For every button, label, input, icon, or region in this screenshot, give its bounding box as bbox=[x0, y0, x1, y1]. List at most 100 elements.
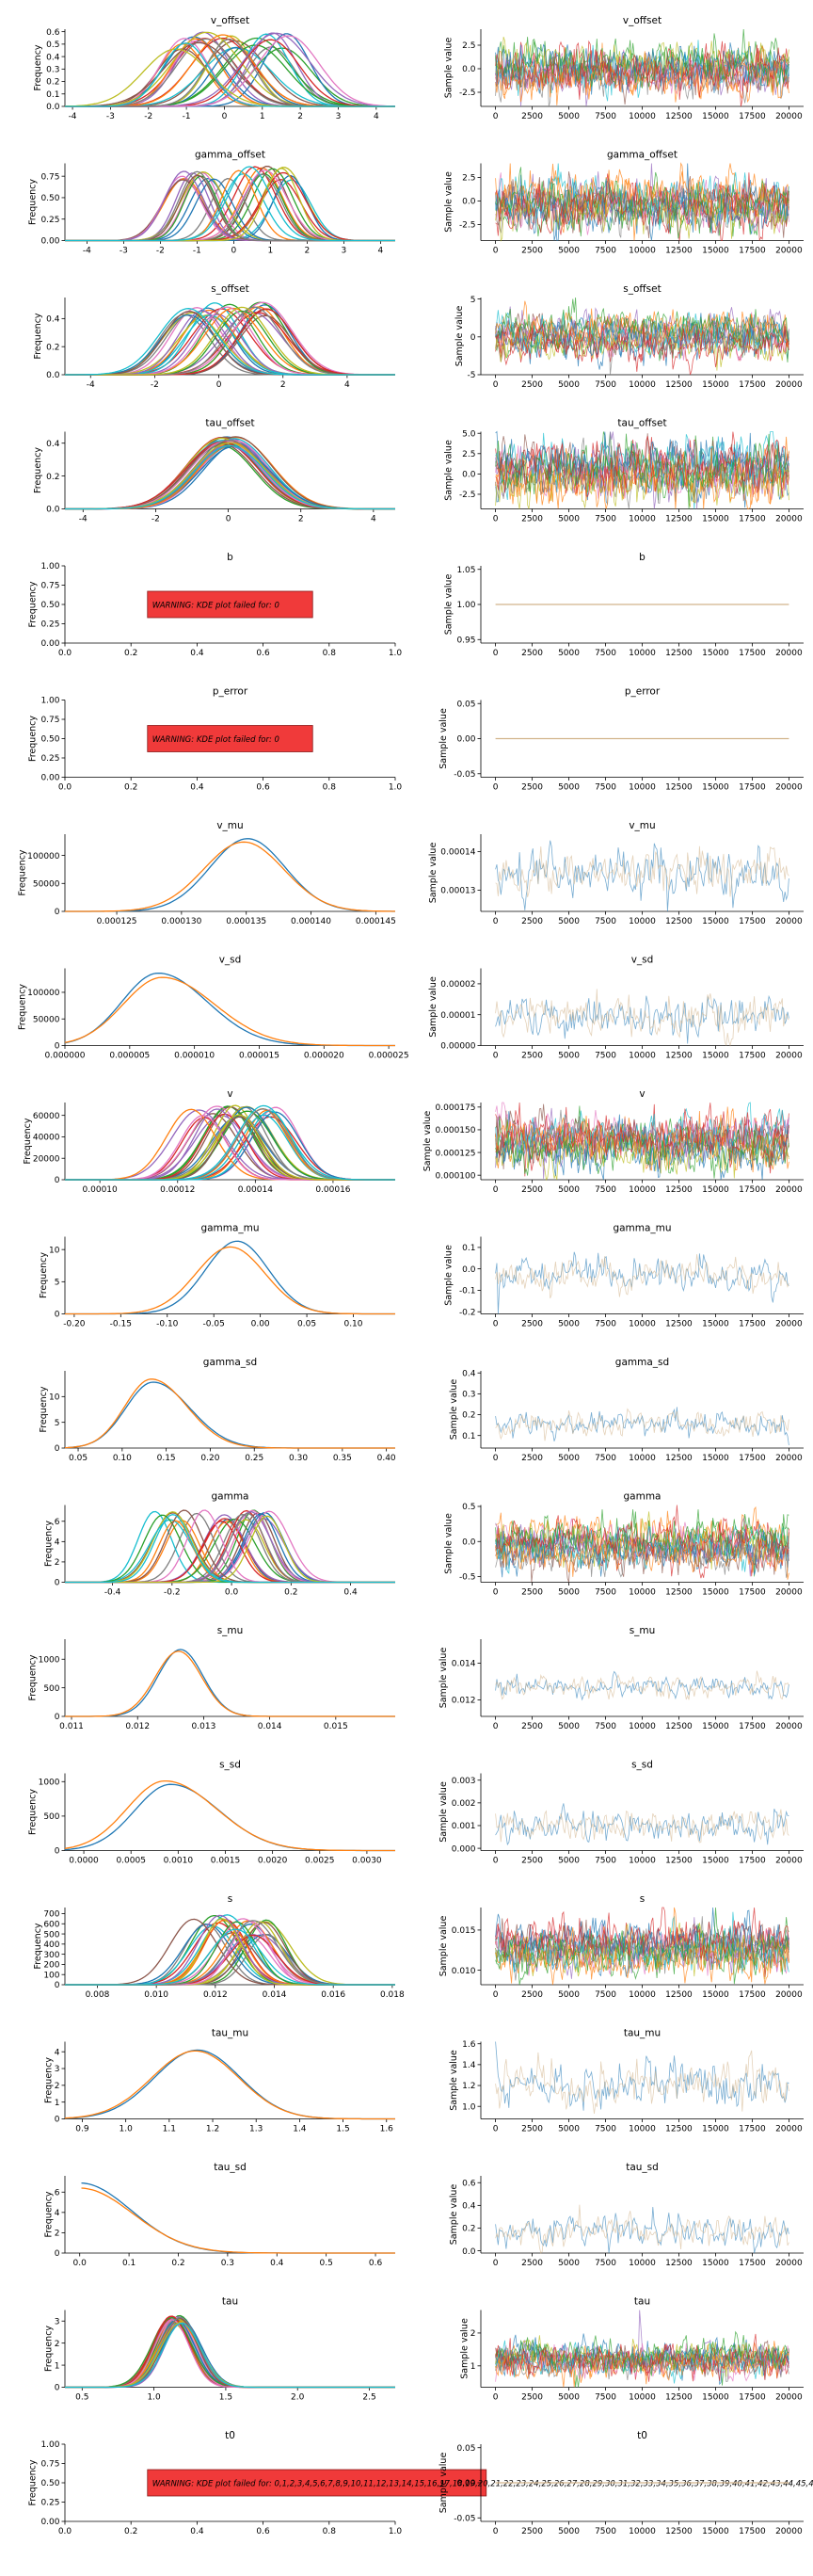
trace-tau_offset-x-tick-label: 17500 bbox=[739, 515, 766, 524]
trace-gamma_mu-trace-line bbox=[495, 1251, 789, 1314]
kde-curve bbox=[65, 1104, 395, 1181]
trace-gamma_sd-y-tick-label: 0.2 bbox=[462, 1411, 475, 1421]
trace-tau_mu-x-tick-label: 2500 bbox=[521, 2125, 543, 2134]
trace-gamma_sd-x-tick-label: 2500 bbox=[521, 1454, 543, 1463]
kde-s_offset-y-tick-label: 0.0 bbox=[46, 371, 60, 380]
kde-tau_mu-x-tick-label: 1.6 bbox=[380, 2125, 394, 2134]
trace-s-x-tick-label: 2500 bbox=[521, 1990, 543, 2000]
kde-tau_sd-x-tick-label: 0.2 bbox=[171, 2259, 184, 2268]
trace-s_mu-x-tick-label: 10000 bbox=[629, 1722, 656, 1731]
trace-tau_mu-x-tick-label: 15000 bbox=[702, 2125, 729, 2134]
kde-s_mu-x-tick-label: 0.013 bbox=[192, 1722, 216, 1731]
kde-warning-box bbox=[147, 590, 313, 619]
trace-v_offset-x-tick-label: 12500 bbox=[665, 112, 693, 121]
trace-gamma_mu-x-tick-label: 17500 bbox=[739, 1320, 766, 1329]
trace-s_offset-x-tick-label: 2500 bbox=[521, 380, 543, 390]
trace-tau_sd-x-tick-label: 0 bbox=[493, 2259, 499, 2268]
kde-curve bbox=[65, 2319, 395, 2389]
trace-s_sd-y-tick-label: 0.002 bbox=[452, 1799, 476, 1809]
trace-b-y-tick-label: 1.00 bbox=[456, 601, 475, 610]
kde-curve bbox=[65, 440, 395, 510]
trace-panel-p_error: 0 2500 5000 7500 10000 12500 15000 17500 20000 -0… bbox=[438, 686, 804, 793]
trace-gamma_offset-x-tick-label: 0 bbox=[493, 247, 499, 256]
trace-v_sd-x-tick-label: 10000 bbox=[629, 1052, 656, 1061]
trace-v-x-tick-label: 15000 bbox=[702, 1185, 729, 1195]
kde-curve bbox=[65, 440, 395, 510]
trace-tau-x-tick-label: 17500 bbox=[739, 2393, 766, 2403]
kde-p_error-x-tick-label: 0.8 bbox=[323, 783, 337, 793]
trace-v-trace-line bbox=[495, 1125, 789, 1182]
kde-tau_offset-y-tick-label: 0.0 bbox=[46, 506, 60, 515]
kde-gamma_sd-x-tick-label: 0.15 bbox=[157, 1454, 176, 1463]
kde-curve bbox=[65, 443, 395, 510]
trace-tau-x-tick-label: 12500 bbox=[665, 2393, 693, 2403]
kde-p_error-y-tick-label: 1.00 bbox=[40, 697, 59, 706]
kde-tau_mu-y-tick-label: 0 bbox=[55, 2116, 60, 2125]
trace-gamma_mu-y-label: Sample value bbox=[444, 1245, 454, 1306]
trace-s_mu-x-tick-label: 0 bbox=[493, 1722, 499, 1731]
kde-gamma_sd-x-tick-label: 0.30 bbox=[289, 1454, 308, 1463]
trace-s_mu-y-tick-label: 0.014 bbox=[452, 1660, 476, 1669]
trace-gamma-x-tick-label: 17500 bbox=[739, 1588, 766, 1598]
trace-gamma_mu-y-tick-label: -0.2 bbox=[459, 1308, 476, 1317]
trace-gamma-x-tick-label: 7500 bbox=[595, 1588, 616, 1598]
trace-v-x-tick-label: 10000 bbox=[629, 1185, 656, 1195]
kde-tau-y-label: Frequency bbox=[43, 2326, 54, 2372]
kde-gamma_mu-x-tick-label: -0.05 bbox=[203, 1320, 225, 1329]
kde-s_sd-x-tick-label: 0.0015 bbox=[211, 1857, 241, 1866]
trace-s-trace-line bbox=[495, 1907, 789, 1977]
trace-gamma_sd-y-tick-label: 0.4 bbox=[462, 1369, 476, 1378]
kde-gamma_sd-x-tick-label: 0.35 bbox=[333, 1454, 352, 1463]
kde-gamma_sd-y-tick-label: 10 bbox=[49, 1393, 60, 1403]
trace-tau-y-label: Sample value bbox=[459, 2318, 470, 2379]
trace-t0-x-tick-label: 17500 bbox=[739, 2527, 766, 2536]
kde-curve bbox=[64, 2050, 395, 2120]
kde-s_mu-x-tick-label: 0.012 bbox=[125, 1722, 150, 1731]
trace-tau-y-tick-label: 1 bbox=[470, 2362, 476, 2372]
trace-t0-x-tick-label: 20000 bbox=[775, 2527, 803, 2536]
kde-t0-x-tick-label: 0.2 bbox=[124, 2527, 137, 2536]
trace-gamma_sd-y-label: Sample value bbox=[449, 1379, 459, 1441]
trace-tau_sd-y-label: Sample value bbox=[449, 2184, 459, 2246]
kde-curve bbox=[65, 173, 395, 242]
trace-s_sd-x-tick-label: 10000 bbox=[629, 1857, 656, 1866]
trace-s-trace-line bbox=[495, 1907, 789, 1985]
trace-b-title: b bbox=[639, 552, 646, 563]
kde-panel-s_mu: 0.011 0.012 0.013 0.014 0.015 0 500 1000 s_mu Fre… bbox=[28, 1625, 395, 1731]
trace-v_mu-x-tick-label: 20000 bbox=[775, 917, 803, 926]
kde-gamma-title: gamma bbox=[212, 1491, 249, 1503]
kde-tau-x-tick-label: 1.0 bbox=[147, 2393, 161, 2403]
kde-curve bbox=[65, 310, 395, 376]
row-tau_sd: 0.0 0.1 0.2 0.3 0.4 0.5 0.6 0 2 4 6 tau_sd Frequency… bbox=[43, 2162, 804, 2268]
trace-gamma-y-tick-label: -0.5 bbox=[459, 1573, 476, 1583]
kde-s_mu-x-tick-label: 0.014 bbox=[258, 1722, 282, 1731]
trace-gamma_offset-title: gamma_offset bbox=[607, 150, 678, 161]
trace-gamma_offset-x-tick-label: 5000 bbox=[558, 247, 580, 256]
trace-panel-v_mu: 0 2500 5000 7500 10000 12500 15000 17500 20000 0.… bbox=[428, 820, 804, 926]
kde-b-title: b bbox=[227, 552, 233, 563]
trace-tau_offset-trace-line bbox=[495, 436, 789, 498]
kde-gamma_offset-x-tick-label: 3 bbox=[342, 247, 347, 256]
trace-gamma_sd-x-tick-label: 17500 bbox=[739, 1454, 766, 1463]
trace-tau_mu-x-tick-label: 12500 bbox=[665, 2125, 693, 2134]
trace-s-trace-line bbox=[495, 1918, 789, 1970]
trace-s_sd-x-tick-label: 12500 bbox=[665, 1857, 693, 1866]
trace-s-trace-line bbox=[495, 1907, 789, 1985]
trace-tau_mu-title: tau_mu bbox=[624, 2028, 661, 2039]
kde-t0-y-label: Frequency bbox=[28, 2459, 39, 2505]
trace-v_sd-x-tick-label: 5000 bbox=[558, 1052, 580, 1061]
kde-tau_mu-x-tick-label: 1.5 bbox=[336, 2125, 349, 2134]
kde-curve bbox=[65, 310, 395, 376]
kde-curve bbox=[65, 838, 395, 912]
kde-curve bbox=[65, 2318, 395, 2389]
kde-s_sd-x-tick-label: 0.0025 bbox=[305, 1857, 335, 1866]
kde-t0-x-tick-label: 0.0 bbox=[58, 2527, 72, 2536]
trace-s-y-tick-label: 0.010 bbox=[452, 1967, 476, 1976]
kde-curve bbox=[64, 972, 395, 1047]
kde-s_offset-x-tick-label: 4 bbox=[344, 380, 350, 390]
trace-tau_mu-x-tick-label: 20000 bbox=[775, 2125, 803, 2134]
kde-tau-x-tick-label: 2.0 bbox=[291, 2393, 305, 2403]
kde-tau-y-tick-label: 2 bbox=[55, 2340, 60, 2349]
trace-gamma_sd-title: gamma_sd bbox=[615, 1357, 669, 1368]
trace-s_mu-y-label: Sample value bbox=[438, 1648, 449, 1709]
